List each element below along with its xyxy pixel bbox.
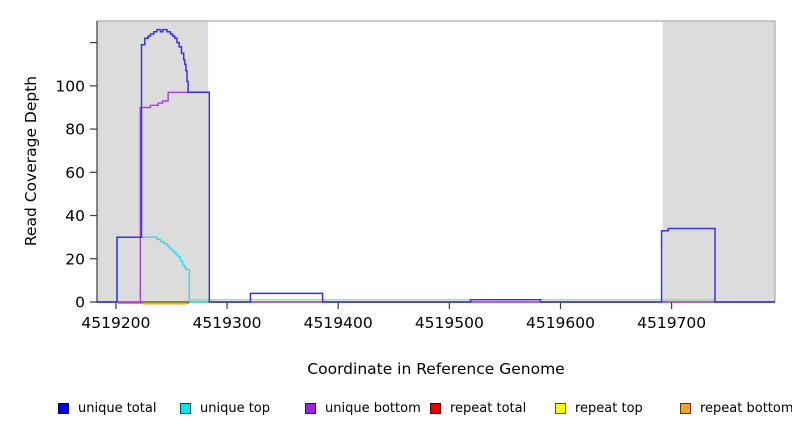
shaded-region xyxy=(97,21,209,302)
x-axis-title: Coordinate in Reference Genome xyxy=(307,360,565,378)
legend-swatch-repeat-top xyxy=(555,402,566,414)
legend-label: unique top xyxy=(200,400,271,416)
plot-box-light xyxy=(97,20,776,302)
y-tick-label: 20 xyxy=(65,250,85,268)
y-tick-label: 100 xyxy=(55,77,85,95)
y-tick-label: 40 xyxy=(65,207,85,225)
y-tick-label: 80 xyxy=(65,121,85,139)
legend-label: repeat total xyxy=(450,400,527,416)
series-unique-top xyxy=(97,236,210,303)
legend-swatch-unique-total xyxy=(58,402,69,414)
legend-label: repeat top xyxy=(575,400,643,416)
x-tick-label: 4519500 xyxy=(415,314,484,332)
legend-item-unique-bottom: unique bottom xyxy=(305,399,421,417)
legend-label: unique total xyxy=(78,400,157,416)
series-unique-total xyxy=(97,28,775,303)
legend-item-unique-top: unique top xyxy=(180,399,270,417)
legend-label: unique bottom xyxy=(325,400,421,416)
legend-label: repeat bottom xyxy=(700,400,792,416)
coverage-plot: 0 20 40 60 80 100 4519200 4519300 4519400 4519500… xyxy=(55,20,776,332)
legend-item-unique-total: unique total xyxy=(58,399,156,417)
x-tick-label: 4519600 xyxy=(526,314,595,332)
legend-item-repeat-top: repeat top xyxy=(555,399,643,417)
legend-item-repeat-total: repeat total xyxy=(430,399,526,417)
x-tick-label: 4519300 xyxy=(193,314,262,332)
legend-swatch-unique-bottom xyxy=(305,402,316,414)
legend-item-repeat-bottom: repeat bottom xyxy=(680,399,792,417)
legend: unique total unique top unique bottom repea… xyxy=(0,399,792,421)
y-axis-title: Read Coverage Depth xyxy=(22,75,40,247)
x-tick-label: 4519400 xyxy=(304,314,373,332)
x-tick-label: 4519200 xyxy=(81,314,150,332)
y-tick-label: 60 xyxy=(65,164,85,182)
legend-swatch-repeat-bottom xyxy=(680,402,691,414)
legend-swatch-unique-top xyxy=(180,402,191,414)
x-tick-label: 4519700 xyxy=(637,314,706,332)
shaded-region xyxy=(662,21,775,302)
legend-swatch-repeat-total xyxy=(430,402,441,414)
y-tick-label: 0 xyxy=(75,294,85,312)
